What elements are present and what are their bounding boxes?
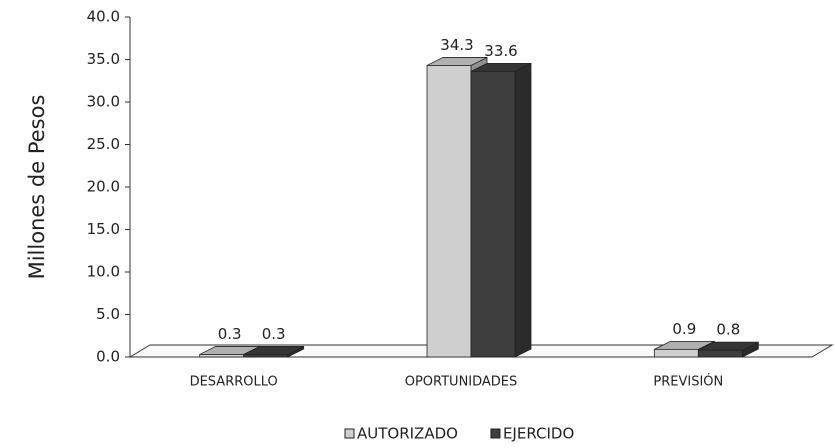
value-label: 0.3	[262, 325, 286, 343]
y-tick-label: 15.0	[87, 220, 120, 238]
y-tick-label: 35.0	[87, 50, 120, 68]
y-axis-label: Millones de Pesos	[25, 95, 49, 280]
bar	[653, 348, 699, 358]
value-label: 0.9	[672, 320, 696, 338]
legend-swatch	[344, 428, 355, 439]
y-tick-label: 0.0	[96, 348, 120, 366]
bar	[426, 65, 472, 358]
y-tick-label: 10.0	[87, 263, 120, 281]
value-label: 0.3	[218, 325, 242, 343]
legend-swatch	[490, 428, 501, 439]
y-tick-label: 25.0	[87, 135, 120, 153]
value-label: 34.3	[440, 36, 473, 54]
bar	[199, 354, 245, 358]
value-label: 0.8	[716, 321, 740, 339]
bar	[470, 71, 516, 358]
legend-label: EJERCIDO	[503, 425, 574, 443]
x-tick-label: DESARROLLO	[190, 375, 278, 390]
y-tick-label: 40.0	[87, 8, 120, 26]
x-tick-label: PREVISIÓN	[653, 374, 723, 390]
bar	[243, 354, 289, 358]
legend-label: AUTORIZADO	[357, 425, 458, 443]
bar-side	[514, 62, 532, 358]
y-tick-label: 30.0	[87, 93, 120, 111]
y-tick-label: 20.0	[87, 178, 120, 196]
bar	[697, 349, 743, 358]
value-label: 33.6	[484, 42, 517, 60]
y-tick-label: 5.0	[96, 305, 120, 323]
x-tick-label: OPORTUNIDADES	[405, 375, 518, 390]
